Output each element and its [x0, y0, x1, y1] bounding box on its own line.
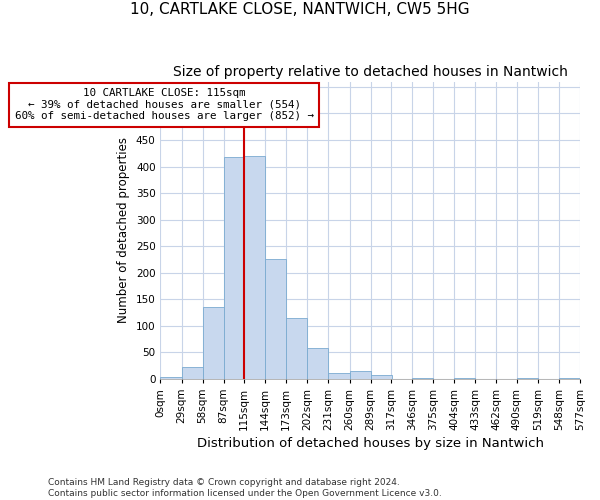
- X-axis label: Distribution of detached houses by size in Nantwich: Distribution of detached houses by size …: [197, 437, 544, 450]
- Bar: [286, 318, 307, 379]
- Bar: [265, 260, 286, 379]
- Y-axis label: Number of detached properties: Number of detached properties: [118, 137, 130, 323]
- Bar: [350, 371, 371, 379]
- Bar: [559, 378, 580, 379]
- Bar: [160, 378, 182, 379]
- Bar: [454, 378, 475, 379]
- Bar: [371, 375, 392, 379]
- Bar: [412, 378, 433, 379]
- Bar: [224, 157, 245, 379]
- Text: Contains HM Land Registry data © Crown copyright and database right 2024.
Contai: Contains HM Land Registry data © Crown c…: [48, 478, 442, 498]
- Bar: [328, 372, 350, 379]
- Bar: [203, 306, 224, 379]
- Bar: [182, 367, 203, 379]
- Bar: [244, 156, 265, 379]
- Text: 10, CARTLAKE CLOSE, NANTWICH, CW5 5HG: 10, CARTLAKE CLOSE, NANTWICH, CW5 5HG: [130, 2, 470, 18]
- Bar: [517, 378, 538, 379]
- Bar: [307, 348, 328, 379]
- Title: Size of property relative to detached houses in Nantwich: Size of property relative to detached ho…: [173, 65, 568, 79]
- Text: 10 CARTLAKE CLOSE: 115sqm
← 39% of detached houses are smaller (554)
60% of semi: 10 CARTLAKE CLOSE: 115sqm ← 39% of detac…: [14, 88, 314, 121]
